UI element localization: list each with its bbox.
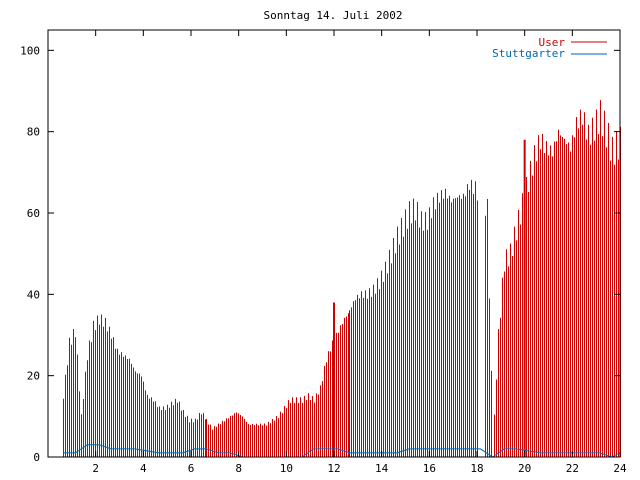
chart-title: Sonntag 14. Juli 2002 [263,9,402,22]
x-tick-label: 12 [327,462,340,475]
legend: User Stuttgarter [492,36,607,60]
x-tick-label: 10 [280,462,293,475]
x-tick-label: 20 [518,462,531,475]
y-axis-ticks: 0 20 40 60 80 100 [20,44,620,464]
y-tick-label: 100 [20,44,40,57]
highlight-bars [333,139,526,457]
x-tick-label: 14 [375,462,389,475]
x-tick-label: 8 [235,462,242,475]
x-tick-label: 6 [188,462,195,475]
x-tick-label: 24 [613,462,627,475]
x-tick-label: 22 [566,462,579,475]
x-tick-label: 16 [423,462,436,475]
x-axis-ticks: 2 4 6 8 10 12 14 16 18 20 22 24 [92,30,627,475]
y-tick-label: 0 [33,451,40,464]
y-tick-label: 80 [27,126,40,139]
x-tick-label: 2 [92,462,99,475]
y-tick-label: 20 [27,370,40,383]
legend-label-user: User [539,36,566,49]
x-tick-label: 18 [470,462,483,475]
legend-label-stuttgarter: Stuttgarter [492,47,565,60]
user-bars [63,100,621,457]
y-tick-label: 60 [27,207,40,220]
y-tick-label: 40 [27,288,40,301]
stuttgarter-line [63,444,621,458]
x-tick-label: 4 [140,462,147,475]
